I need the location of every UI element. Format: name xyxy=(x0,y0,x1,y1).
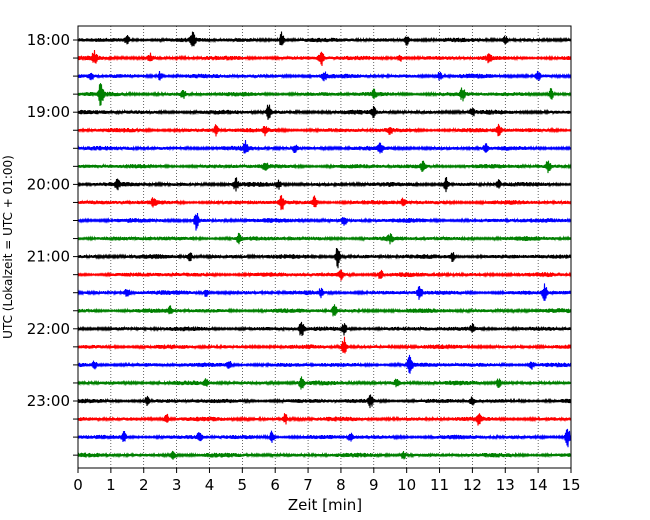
trace-row xyxy=(77,304,572,317)
x-tick-label: 2 xyxy=(139,476,149,494)
y-tick-label: 21:00 xyxy=(27,248,70,266)
trace-row xyxy=(77,104,572,120)
y-axis: 18:00 19:00 20:00 21:00 22:00 23:00 xyxy=(27,31,78,456)
x-tick-label: 15 xyxy=(561,476,580,494)
trace-row xyxy=(77,176,572,193)
trace-row xyxy=(77,70,572,82)
trace-row xyxy=(77,376,572,390)
trace-row xyxy=(77,123,572,137)
trace-row xyxy=(77,232,572,245)
x-axis-label: Zeit [min] xyxy=(288,496,362,514)
trace-row xyxy=(77,269,572,281)
y-tick-label: 18:00 xyxy=(27,31,70,49)
x-tick-label: 14 xyxy=(529,476,548,494)
x-tick-label: 7 xyxy=(303,476,313,494)
trace-row xyxy=(77,394,572,409)
trace-row xyxy=(77,160,572,174)
x-tick-label: 12 xyxy=(463,476,482,494)
x-tick-label: 8 xyxy=(336,476,346,494)
seismogram-traces xyxy=(77,31,572,460)
trace-row xyxy=(77,213,572,231)
trace-row xyxy=(77,31,572,47)
trace-row xyxy=(77,321,572,336)
y-axis-label: UTC (Lokalzeit = UTC + 01:00) xyxy=(1,155,15,339)
y-tick-label: 19:00 xyxy=(27,103,70,121)
trace-row xyxy=(77,140,572,154)
x-tick-label: 4 xyxy=(205,476,215,494)
y-tick-label: 23:00 xyxy=(27,392,70,410)
y-tick-label: 20:00 xyxy=(27,175,70,193)
x-tick-label: 10 xyxy=(397,476,416,494)
trace-row xyxy=(77,413,572,426)
y-tick-label: 22:00 xyxy=(27,320,70,338)
trace-row xyxy=(77,354,572,374)
x-tick-label: 1 xyxy=(106,476,116,494)
trace-row xyxy=(77,195,572,211)
trace-row xyxy=(77,283,572,301)
trace-row xyxy=(77,336,572,354)
trace-row xyxy=(77,83,572,106)
x-tick-label: 6 xyxy=(270,476,280,494)
x-tick-label: 9 xyxy=(369,476,379,494)
x-tick-label: 13 xyxy=(496,476,515,494)
trace-row xyxy=(77,450,572,460)
trace-row xyxy=(77,248,572,269)
x-tick-label: 3 xyxy=(172,476,182,494)
x-tick-label: 11 xyxy=(430,476,449,494)
x-tick-label: 5 xyxy=(238,476,248,494)
plot-frame xyxy=(77,25,572,469)
trace-row xyxy=(77,49,572,66)
x-tick-label: 0 xyxy=(73,476,83,494)
x-axis: 0 1 2 3 4 5 6 7 8 9 10 11 12 13 14 15 xyxy=(73,468,581,494)
trace-row xyxy=(77,428,572,448)
